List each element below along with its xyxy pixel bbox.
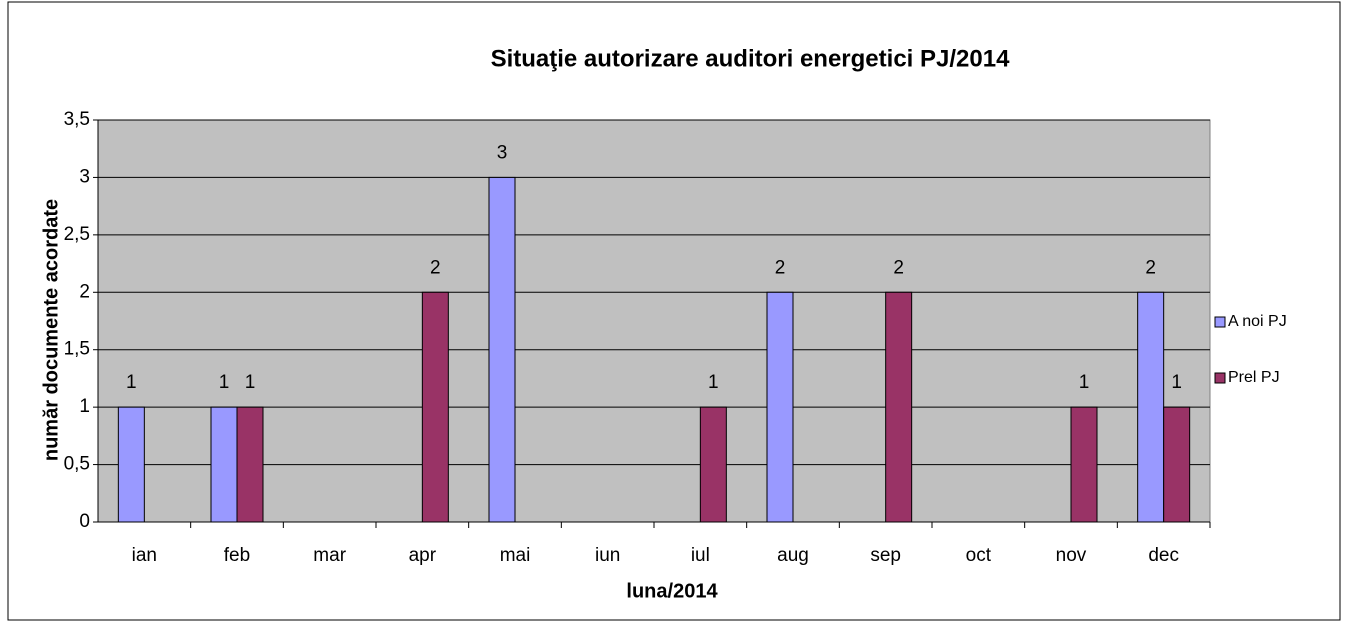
bar [117,406,145,523]
legend-label: Prel PJ [1228,369,1280,386]
data-label: 1 [1079,372,1090,393]
data-label: 1 [708,372,719,393]
data-label: 1 [245,372,256,393]
x-tick-label: feb [224,545,250,566]
x-axis-title: luna/2014 [626,580,718,602]
x-tick-label: sep [870,545,901,566]
x-tick-label: aug [777,545,809,566]
x-tick-label: iul [691,545,710,566]
y-tick-label: 2,5 [64,224,90,245]
data-label: 2 [430,257,441,278]
y-tick-label: 1 [79,396,90,417]
bar [236,406,264,523]
data-label: 1 [126,372,137,393]
legend-label: A noi PJ [1228,313,1287,330]
y-tick-label: 1,5 [64,339,90,360]
plot-area [97,119,1211,523]
bar [1070,406,1098,523]
y-tick-label: 3,5 [64,109,90,130]
bar [885,291,913,523]
bar [766,291,794,523]
x-tick-label: nov [1056,545,1087,566]
bar [699,406,727,523]
y-tick-label: 3 [79,166,90,187]
x-tick-label: mar [313,545,346,566]
data-label: 2 [893,257,904,278]
legend-swatch [1214,372,1226,384]
x-tick-label: dec [1148,545,1179,566]
bar [210,406,238,523]
legend-swatch [1214,316,1226,328]
bar [488,176,516,523]
bar [1137,291,1165,523]
bar [1163,406,1191,523]
data-label: 1 [219,372,230,393]
x-tick-label: iun [595,545,620,566]
data-label: 2 [1145,257,1156,278]
y-tick-label: 0 [79,511,90,532]
bar [421,291,449,523]
y-tick-label: 2 [79,281,90,302]
chart-title: Situaţie autorizare auditori energetici … [491,45,1011,72]
data-label: 3 [497,142,508,163]
y-tick-label: 0,5 [64,454,90,475]
x-tick-label: ian [132,545,157,566]
x-tick-label: oct [966,545,992,566]
data-label: 2 [775,257,786,278]
x-tick-label: mai [500,545,531,566]
y-axis-title: număr documente acordate [40,199,62,461]
x-tick-label: apr [409,545,437,566]
data-label: 1 [1171,372,1182,393]
